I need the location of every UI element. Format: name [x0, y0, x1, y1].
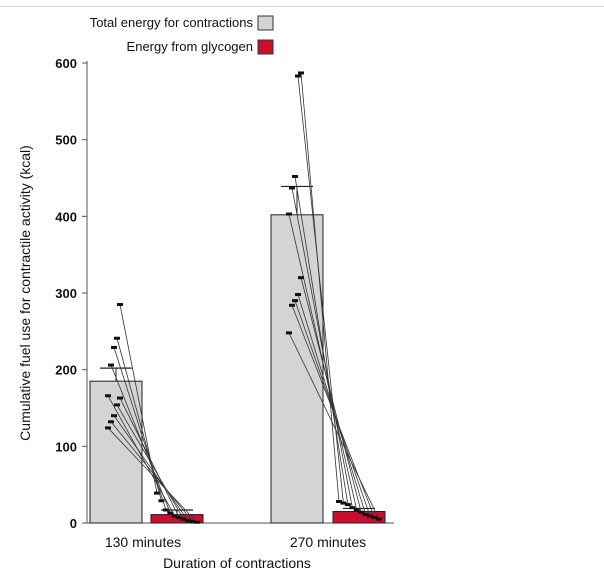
y-axis-title: Cumulative fuel use for contractile acti… — [17, 145, 33, 441]
paired-line — [300, 72, 340, 502]
data-point-total — [111, 414, 117, 418]
data-point-glycogen — [358, 510, 365, 514]
bar-total — [270, 214, 324, 524]
paired-line — [113, 415, 189, 521]
data-point-glycogen — [336, 500, 342, 504]
data-point-total — [289, 303, 295, 307]
data-point-glycogen — [180, 517, 187, 521]
data-point-total — [114, 336, 120, 340]
paired-line — [119, 397, 180, 518]
data-point-glycogen — [189, 519, 196, 523]
data-point-total — [292, 299, 298, 303]
data-point-total — [105, 426, 111, 430]
data-point-glycogen — [371, 516, 378, 520]
paired-line — [288, 332, 380, 520]
paired-lines-group — [105, 71, 382, 524]
paired-line — [116, 404, 185, 520]
data-point-total — [108, 363, 114, 367]
paired-line — [291, 187, 353, 508]
legend-label-glycogen: Energy from glycogen — [127, 39, 253, 54]
data-point-total — [105, 394, 111, 398]
data-point-glycogen — [349, 506, 356, 510]
data-point-total — [114, 403, 120, 407]
data-point-glycogen — [340, 501, 347, 505]
legend-label-total: Total energy for contractions — [90, 15, 254, 30]
data-point-glycogen — [154, 491, 160, 495]
y-tick-label: 0 — [70, 516, 77, 531]
x-axis-title: Duration of contractions — [163, 555, 311, 571]
y-tick-label: 400 — [55, 209, 77, 224]
data-point-glycogen — [171, 514, 178, 518]
x-category-label: 130 minutes — [105, 534, 181, 550]
y-tick-label: 100 — [55, 439, 77, 454]
legend: Total energy for contractions Energy fro… — [90, 15, 274, 55]
data-point-glycogen — [367, 514, 374, 518]
y-tick-label: 200 — [55, 363, 77, 378]
data-point-glycogen — [167, 511, 174, 515]
y-tick-label: 300 — [55, 286, 77, 301]
paired-line — [107, 395, 176, 517]
data-point-glycogen — [376, 517, 382, 521]
data-point-total — [286, 212, 292, 216]
data-point-total — [108, 420, 114, 424]
legend-swatch-glycogen — [257, 39, 274, 55]
paired-line — [294, 300, 371, 517]
bar-total — [89, 380, 143, 524]
data-point-glycogen — [353, 508, 360, 512]
data-point-total — [295, 74, 301, 78]
y-tick-label: 500 — [55, 133, 77, 148]
data-point-glycogen — [176, 516, 183, 520]
top-divider-line — [0, 6, 604, 7]
paired-line — [300, 277, 362, 513]
data-point-total — [298, 71, 304, 75]
y-tick-label: 600 — [55, 56, 77, 71]
paired-line — [107, 427, 198, 523]
paired-line — [294, 176, 349, 505]
x-category-label: 270 minutes — [290, 534, 366, 550]
data-point-total — [292, 174, 298, 178]
data-point-total — [117, 303, 123, 306]
paired-line — [110, 421, 193, 522]
data-point-glycogen — [185, 519, 192, 523]
data-point-total — [298, 276, 304, 280]
data-point-glycogen — [344, 503, 351, 507]
data-point-glycogen — [162, 508, 169, 512]
paired-line — [297, 294, 367, 515]
data-point-total — [286, 331, 292, 335]
data-point-total — [111, 345, 117, 349]
data-point-glycogen — [362, 513, 369, 517]
data-point-total — [295, 293, 301, 297]
legend-swatch-total — [257, 15, 274, 31]
data-point-total — [289, 186, 295, 190]
paired-line — [113, 347, 167, 511]
data-point-glycogen — [194, 520, 200, 524]
data-point-total — [117, 396, 123, 400]
tick-labels-group: 0 100 200 300 400 500 600 130 minutes 270 minute… — [55, 56, 366, 550]
data-point-glycogen — [158, 499, 165, 503]
